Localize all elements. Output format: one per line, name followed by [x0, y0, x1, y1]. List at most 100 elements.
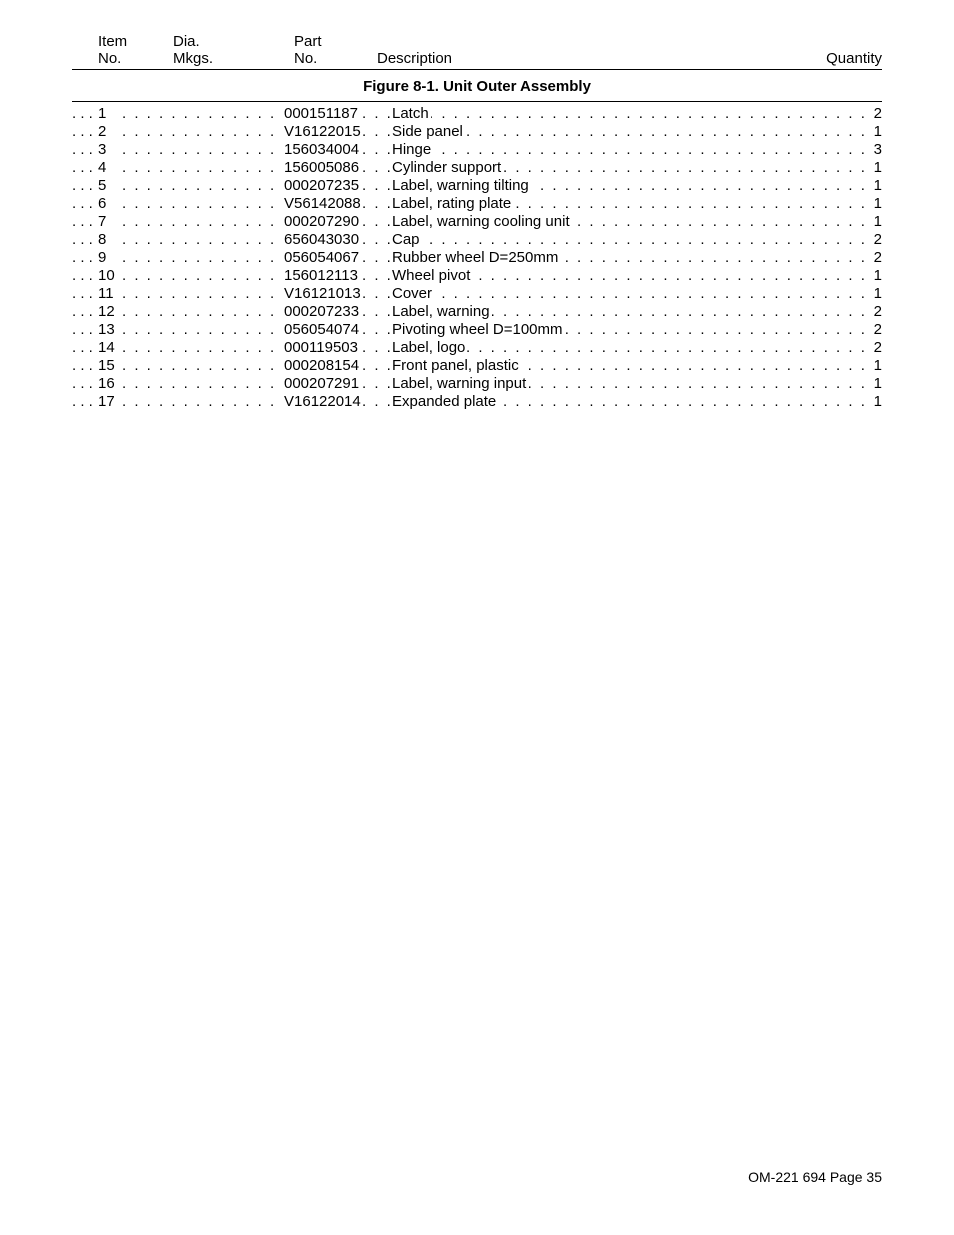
header-no2-label: No. [294, 50, 317, 67]
description: Hinge [392, 141, 433, 159]
part-number: 056054067 [280, 249, 359, 267]
parts-row: . . . 17 . . . . . . . . . . . . . . . . .… [72, 393, 882, 411]
item-number: 3 [98, 141, 106, 159]
quantity: 2 [868, 321, 882, 339]
dots-segment: . . . . . . . . . . . . . . . . . . . . … [122, 177, 277, 195]
parts-row: . . . 8 . . . . . . . . . . . . . . . . . … [72, 231, 882, 249]
part-number: 000151187 [280, 105, 358, 123]
leader-dots: . . . [72, 249, 93, 267]
dots-segment: . . . . . . . . . . . . . . . . . . . . … [122, 339, 277, 357]
description: Side panel [392, 123, 465, 141]
item-number: 14 [98, 339, 115, 357]
leader-dots: . . . [72, 285, 93, 303]
description: Front panel, plastic [392, 357, 521, 375]
parts-row: . . . 11 . . . . . . . . . . . . . . . . .… [72, 285, 882, 303]
dots-segment: . . . . . . . . . . . . . . . . . . . . … [122, 303, 277, 321]
part-number: 156012113 [280, 267, 358, 285]
dots-fill: . . . . . . . . . . . . . . . . . . . . … [392, 105, 864, 123]
dots-segment: . . . [362, 393, 393, 411]
item-number: 4 [98, 159, 106, 177]
quantity: 2 [868, 231, 882, 249]
dots-segment: . . . . . . . . . . . . . . . . . . . . … [122, 357, 277, 375]
dots-segment: . . . . . . . . . . . . . . . . . . . . … [122, 195, 277, 213]
dots-segment: . . . [362, 375, 393, 393]
leader-dots: . . . [72, 339, 93, 357]
item-number: 12 [98, 303, 115, 321]
dots-segment: . . . . . . . . . . . . . . . . . . . . … [122, 231, 277, 249]
dots-segment: . . . [362, 249, 393, 267]
page: Item No. Dia. Mkgs. Part No. Description… [0, 0, 954, 1235]
dots-segment: . . . [362, 285, 393, 303]
parts-row: . . . 12 . . . . . . . . . . . . . . . . .… [72, 303, 882, 321]
leader-dots: . . . [72, 159, 93, 177]
dots-segment: . . . . . . . . . . . . . . . . . . . . … [122, 123, 277, 141]
leader-dots: . . . [72, 393, 93, 411]
leader-dots: . . . [72, 105, 93, 123]
parts-row: . . .7. . . . . . . . . . . . . . . . . … [72, 213, 882, 231]
part-number: 156034004 [280, 141, 359, 159]
dots-segment: . . . . . . . . . . . . . . . . . . . . … [122, 105, 277, 123]
description: Wheel pivot [392, 267, 472, 285]
dots-segment: . . . [362, 321, 393, 339]
part-number: 656043030 [280, 231, 359, 249]
description: Label, rating plate [392, 195, 513, 213]
part-number: 000207291 [280, 375, 359, 393]
leader-dots: . . . [72, 213, 93, 231]
dots-fill: . . . . . . . . . . . . . . . . . . . . … [392, 285, 864, 303]
dots-segment: . . . [362, 177, 393, 195]
item-number: 5 [98, 177, 106, 195]
header-item-label: Item [98, 33, 127, 50]
dots-segment: . . . [362, 231, 393, 249]
dots-segment: . . . . . . . . . . . . . . . . . . . . … [122, 393, 277, 411]
part-number: 000119503 [280, 339, 358, 357]
leader-dots: . . . [72, 303, 93, 321]
parts-row: . . .16. . . . . . . . . . . . . . . . .… [72, 375, 882, 393]
column-header: Item No. Dia. Mkgs. Part No. Description… [72, 34, 882, 70]
description: Cover [392, 285, 434, 303]
header-dia-mkgs: Dia. Mkgs. [173, 33, 213, 67]
part-number: V16121013 [280, 285, 361, 303]
dots-segment: . . . [362, 123, 393, 141]
leader-dots: . . . [72, 267, 93, 285]
item-number: 7 [98, 213, 106, 231]
quantity: 1 [868, 213, 882, 231]
parts-row: . . .9. . . . . . . . . . . . . . . . . … [72, 249, 882, 267]
quantity: 2 [868, 105, 882, 123]
item-number: 13 [98, 321, 115, 339]
leader-dots: . . . [72, 177, 93, 195]
dots-segment: . . . [362, 195, 393, 213]
header-part-label: Part [294, 33, 322, 50]
dots-segment: . . . [362, 303, 393, 321]
item-number: 1 [98, 105, 106, 123]
header-description-label: Description [377, 50, 452, 67]
dots-segment: . . . . . . . . . . . . . . . . . . . . … [122, 321, 277, 339]
dots-segment: . . . . . . . . . . . . . . . . . . . . … [122, 159, 277, 177]
part-number: 000207290 [280, 213, 359, 231]
leader-dots: . . . [72, 195, 93, 213]
dots-segment: . . . [362, 267, 393, 285]
item-number: 8 [98, 231, 106, 249]
leader-dots: . . . [72, 123, 93, 141]
part-number: 000207233 [280, 303, 359, 321]
description: Label, warning cooling unit [392, 213, 572, 231]
header-mkgs-label: Mkgs. [173, 50, 213, 67]
description: Label, warning [392, 303, 492, 321]
header-part-no: Part No. [294, 33, 322, 67]
description: Pivoting wheel D=100mm [392, 321, 565, 339]
parts-row: . . . 13 . . . . . . . . . . . . . . . . .… [72, 321, 882, 339]
item-number: 17 [98, 393, 115, 411]
header-item-no: Item No. [98, 33, 127, 67]
header-description: Description [377, 33, 452, 67]
dots-segment: . . . . . . . . . . . . . . . . . . . . … [122, 141, 277, 159]
description: Rubber wheel D=250mm [392, 249, 560, 267]
item-number: 15 [98, 357, 115, 375]
quantity: 1 [868, 123, 882, 141]
dots-segment: . . . [362, 141, 393, 159]
quantity: 1 [868, 375, 882, 393]
dots-segment: . . . . . . . . . . . . . . . . . . . . … [122, 249, 277, 267]
part-number: 000208154 [280, 357, 359, 375]
item-number: 11 [98, 285, 114, 303]
quantity: 1 [868, 357, 882, 375]
leader-dots: . . . [72, 231, 93, 249]
description: Label, logo [392, 339, 467, 357]
